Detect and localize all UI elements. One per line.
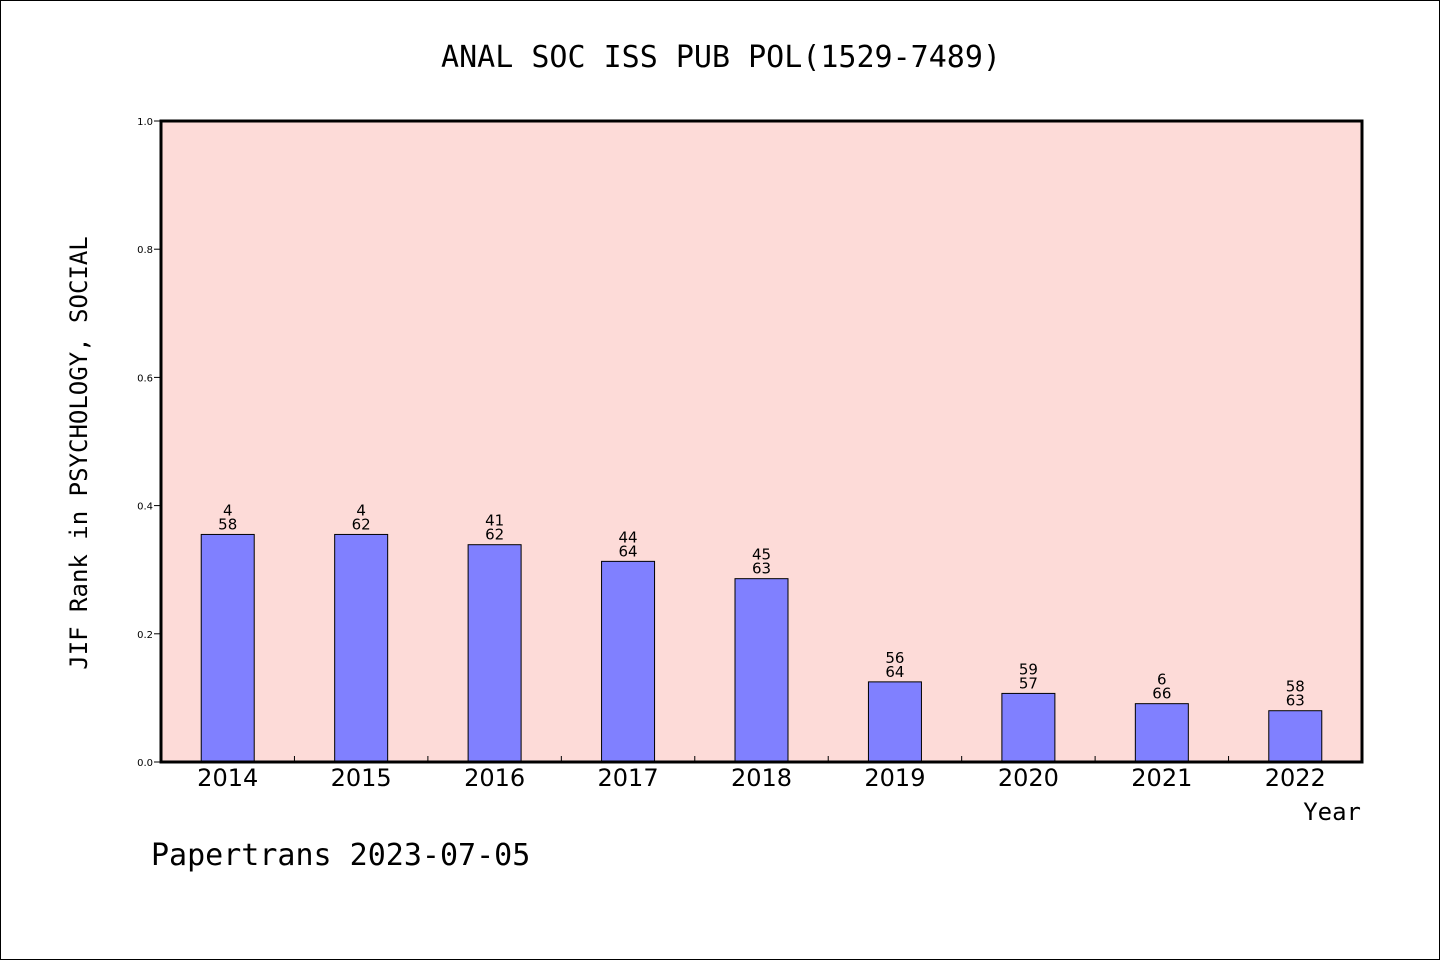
data-label-top: 45 bbox=[752, 546, 771, 564]
x-tick-label: 2020 bbox=[998, 764, 1059, 792]
data-label-bottom: 62 bbox=[352, 515, 371, 533]
data-label-bottom: 64 bbox=[885, 663, 904, 681]
bar-2018 bbox=[734, 578, 789, 763]
data-label-bottom: 58 bbox=[218, 515, 237, 533]
bars bbox=[200, 533, 1323, 763]
bar-2015 bbox=[334, 533, 389, 763]
y-tick-label: 0.0 bbox=[137, 758, 153, 769]
footer-credit: Papertrans 2023-07-05 bbox=[151, 838, 530, 873]
x-tick-label: 2022 bbox=[1265, 764, 1326, 792]
data-label-top: 4 bbox=[223, 501, 233, 519]
bar-2016 bbox=[467, 544, 522, 763]
x-tick-label: 2021 bbox=[1131, 764, 1192, 792]
data-label-bottom: 64 bbox=[619, 542, 638, 560]
chart-title: ANAL SOC ISS PUB POL(1529-7489) bbox=[441, 40, 1001, 75]
data-label-top: 44 bbox=[619, 528, 638, 546]
y-tick-label: 0.2 bbox=[137, 630, 153, 641]
data-label-bottom: 62 bbox=[485, 526, 504, 544]
data-label-bottom: 57 bbox=[1019, 674, 1038, 692]
bar-2021 bbox=[1134, 703, 1189, 763]
y-axis-ticks: 0.0 0.2 0.4 0.6 0.8 1.0 bbox=[137, 117, 161, 769]
bar-2019 bbox=[867, 681, 922, 763]
x-tick-label: 2015 bbox=[331, 764, 392, 792]
plot-border bbox=[159, 119, 1364, 764]
x-tick-label: 2014 bbox=[197, 764, 258, 792]
bar-2020 bbox=[1001, 692, 1056, 763]
y-tick-label: 0.4 bbox=[137, 502, 153, 513]
y-tick-label: 0.8 bbox=[137, 245, 153, 256]
x-tick-label: 2016 bbox=[464, 764, 525, 792]
x-tick-label: 2017 bbox=[598, 764, 659, 792]
data-label-top: 4 bbox=[356, 501, 366, 519]
data-label-bottom: 66 bbox=[1152, 685, 1171, 703]
x-tick-label: 2018 bbox=[731, 764, 792, 792]
data-label-top: 6 bbox=[1157, 671, 1167, 689]
data-label-top: 56 bbox=[885, 649, 904, 667]
data-label-top: 41 bbox=[485, 512, 504, 530]
y-tick-label: 0.6 bbox=[137, 373, 153, 384]
x-axis-label: Year bbox=[1303, 798, 1361, 826]
y-tick-label: 1.0 bbox=[137, 117, 153, 128]
bar-2014 bbox=[200, 533, 255, 763]
bar-2022 bbox=[1268, 710, 1323, 763]
data-label-top: 59 bbox=[1019, 660, 1038, 678]
data-label-top: 58 bbox=[1286, 678, 1305, 696]
bar-2017 bbox=[601, 560, 656, 763]
data-label-bottom: 63 bbox=[1286, 692, 1305, 710]
data-label-bottom: 63 bbox=[752, 560, 771, 578]
x-axis-ticks: 2014 2015 2016 2017 2018 2019 2020 2021 2022 bbox=[197, 756, 1326, 792]
y-axis-label: JIF Rank in PSYCHOLOGY, SOCIAL bbox=[65, 236, 93, 669]
x-tick-label: 2019 bbox=[864, 764, 925, 792]
